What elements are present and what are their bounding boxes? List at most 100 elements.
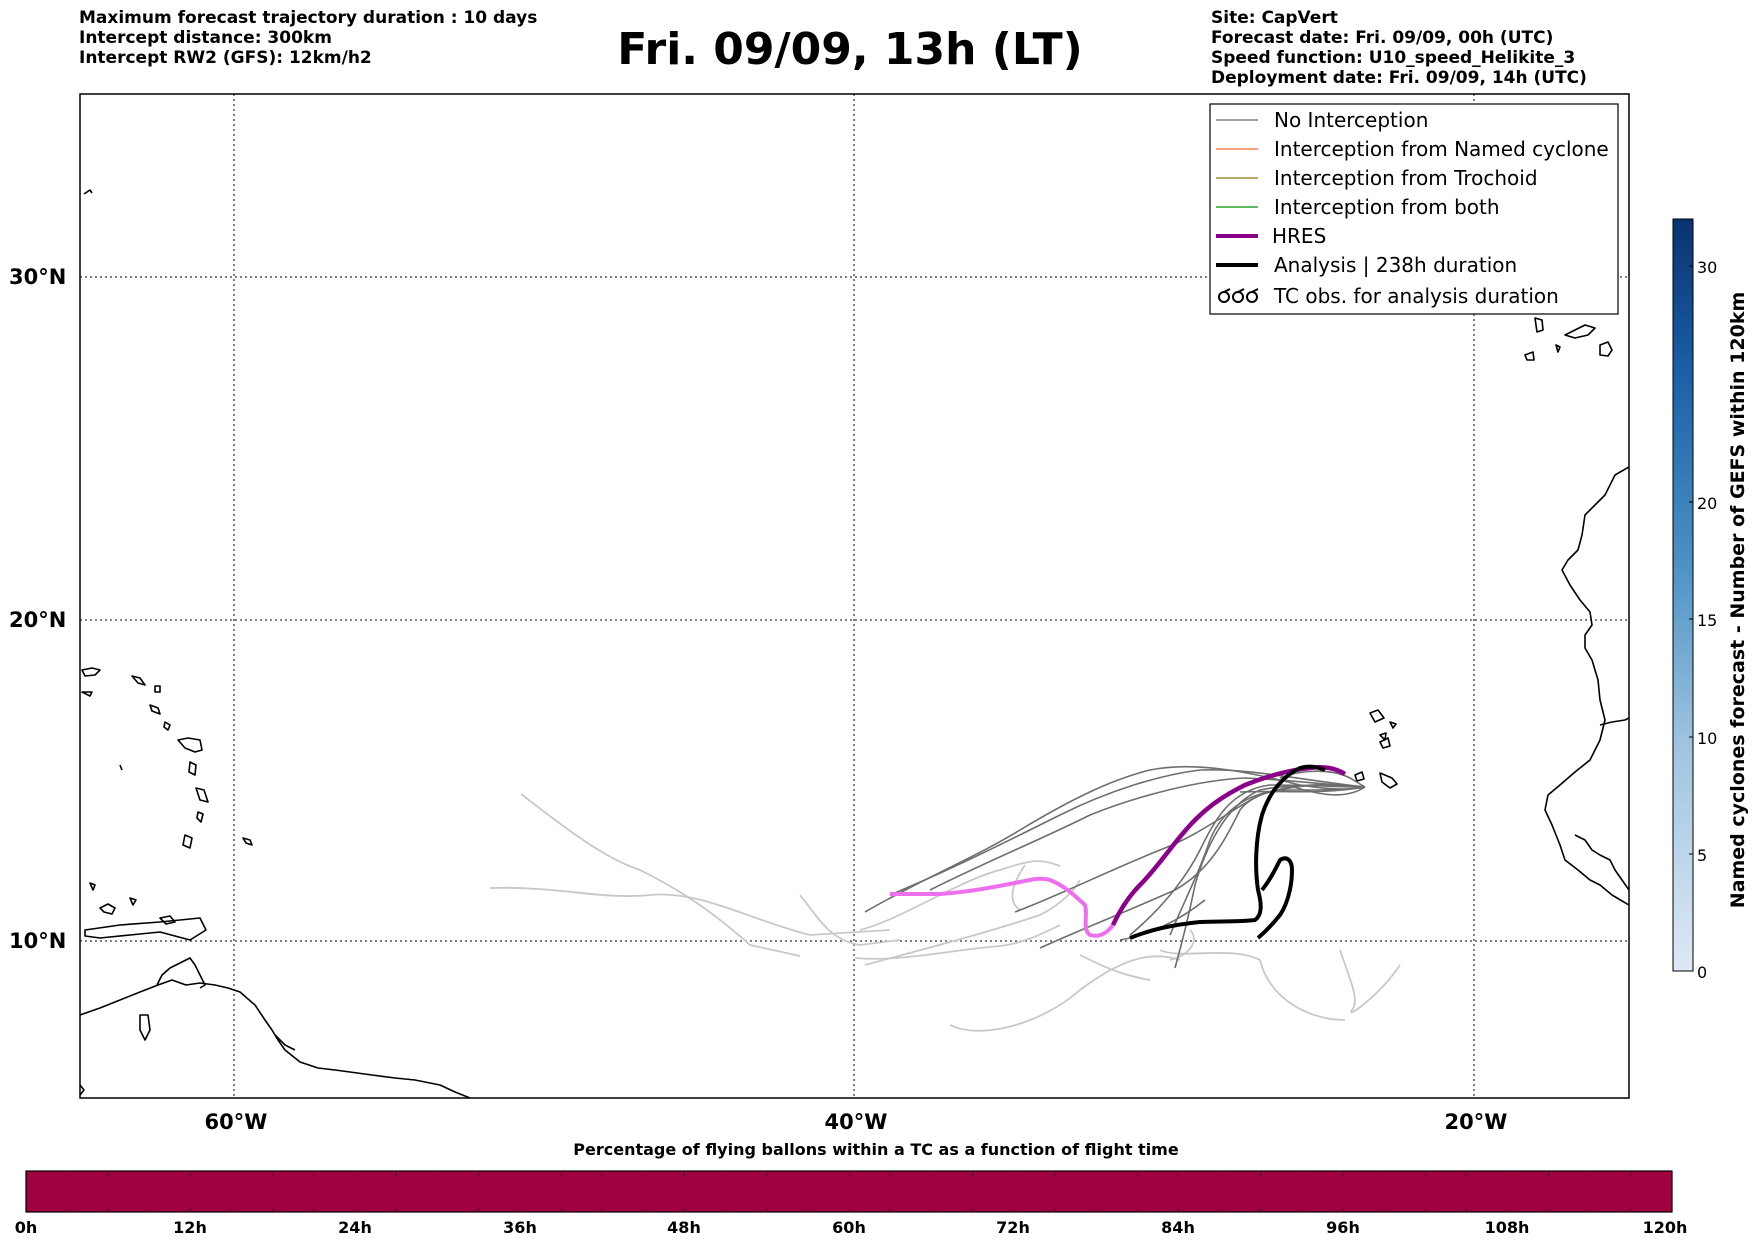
deployment-date-text: Deployment date: Fri. 09/09, 14h (UTC) xyxy=(1211,68,1587,88)
trajectory-light xyxy=(1011,864,1026,911)
lat-label: 30°N xyxy=(9,265,66,289)
colorbar-label: Named cyclones forecast - Number of GEFS… xyxy=(1727,292,1749,909)
island-martinique xyxy=(195,787,209,803)
coastline-south-america xyxy=(80,979,471,1098)
trajectory-no-interception xyxy=(1289,785,1366,796)
island-cape-verde xyxy=(1379,737,1391,749)
flight-time-tick: 24h xyxy=(338,1218,372,1237)
flight-time-tick: 60h xyxy=(832,1218,866,1237)
island-canary xyxy=(1555,344,1561,353)
island-venezuela-coast xyxy=(84,917,207,941)
island xyxy=(81,691,93,697)
island-cape-verde xyxy=(1389,721,1397,729)
trajectory-light xyxy=(1339,949,1401,1013)
flight-time-tick: 12h xyxy=(173,1218,207,1237)
legend-label-trochoid: Interception from Trochoid xyxy=(1274,166,1538,190)
named-cyclones-colorbar: 0 5 10 15 20 30 Named cyclones forecast … xyxy=(1672,218,1749,982)
legend-label-both: Interception from both xyxy=(1274,195,1500,219)
intercept-rw2-text: Intercept RW2 (GFS): 12km/h2 xyxy=(79,48,372,68)
island-cape-verde xyxy=(1369,709,1385,723)
lon-label: 40°W xyxy=(825,1110,888,1134)
flight-time-tick: 0h xyxy=(14,1218,38,1237)
island xyxy=(177,737,203,753)
colorbar-tick-labels: 0 5 10 15 20 30 xyxy=(1697,258,1717,982)
flight-time-tick: 96h xyxy=(1326,1218,1360,1237)
island-canary xyxy=(1564,324,1596,339)
legend-label-named-cyclone: Interception from Named cyclone xyxy=(1274,137,1609,161)
legend-label-no-interception: No Interception xyxy=(1274,108,1428,132)
trajectory-light xyxy=(799,894,901,946)
colorbar-tick-label: 30 xyxy=(1697,258,1717,277)
trajectory-light xyxy=(520,793,801,957)
trajectory-light xyxy=(854,924,1061,960)
island-guadeloupe xyxy=(188,761,197,776)
island xyxy=(149,704,161,715)
flight-time-tick: 84h xyxy=(1161,1218,1195,1237)
legend-label-analysis: Analysis | 238h duration xyxy=(1274,253,1517,277)
island-cape-verde xyxy=(1354,771,1365,782)
island-cape-verde xyxy=(1379,772,1398,789)
coastline-fragment xyxy=(1574,834,1629,891)
island xyxy=(182,834,193,849)
page-title: Fri. 09/09, 13h (LT) xyxy=(617,24,1083,75)
header-info-right: Site: CapVert Forecast date: Fri. 09/09,… xyxy=(1211,8,1587,88)
flight-time-colorbar xyxy=(25,1170,1673,1213)
trajectory-no-interception xyxy=(929,777,1366,891)
trajectory-light xyxy=(1169,929,1195,961)
analysis-trajectory-loop xyxy=(1256,856,1295,940)
trajectory-light xyxy=(489,886,891,936)
island-barbados xyxy=(242,837,253,846)
colorbar-tick-label: 10 xyxy=(1697,729,1717,748)
island xyxy=(131,675,146,686)
island xyxy=(129,897,137,906)
coastline-fragment xyxy=(139,1014,151,1041)
lat-label: 10°N xyxy=(9,929,66,953)
coastline-fragment xyxy=(274,1034,296,1051)
tc-obs-icon xyxy=(1218,288,1259,303)
flight-time-tick: 72h xyxy=(996,1218,1030,1237)
colorbar-tick-label: 20 xyxy=(1697,494,1717,513)
colorbar-gradient xyxy=(1672,218,1694,972)
intercept-distance-text: Intercept distance: 300km xyxy=(79,28,332,48)
trajectory-no-interception xyxy=(1239,786,1366,793)
colorbar-tick-label: 0 xyxy=(1697,963,1707,982)
coastline-africa xyxy=(1544,466,1629,906)
flight-time-tick: 108h xyxy=(1484,1218,1530,1237)
legend-label-tc-obs: TC obs. for analysis duration xyxy=(1273,284,1559,308)
island xyxy=(89,882,96,891)
island-canary xyxy=(1599,341,1613,357)
island-cape-verde xyxy=(1379,732,1387,741)
speed-function-text: Speed function: U10_speed_Helikite_3 xyxy=(1211,48,1576,68)
flight-time-tick: 36h xyxy=(503,1218,537,1237)
trajectory-no-interception xyxy=(1174,784,1366,969)
coastline-fragment xyxy=(80,1084,85,1096)
colorbar-tick-label: 15 xyxy=(1697,611,1717,630)
trajectory-light xyxy=(1079,954,1151,981)
colorbar-ticks xyxy=(1689,265,1693,972)
island-bermuda xyxy=(83,189,93,195)
island xyxy=(163,721,171,731)
flight-time-tick: 120h xyxy=(1642,1218,1688,1237)
trajectory-light xyxy=(864,879,1081,966)
bottom-colorbar-title: Percentage of flying ballons within a TC… xyxy=(573,1140,1179,1159)
island xyxy=(81,667,101,677)
forecast-date-text: Forecast date: Fri. 09/09, 00h (UTC) xyxy=(1211,28,1554,48)
site-text: Site: CapVert xyxy=(1211,8,1338,28)
island-canary xyxy=(1534,317,1544,333)
hres-trajectory-early xyxy=(890,876,1115,938)
island-canary xyxy=(1524,351,1535,361)
legend-label-hres: HRES xyxy=(1272,224,1326,248)
island xyxy=(99,903,116,915)
lat-label: 20°N xyxy=(9,608,66,632)
analysis-trajectory xyxy=(1129,764,1326,940)
legend: No Interception Interception from Named … xyxy=(1209,103,1619,315)
lon-label: 60°W xyxy=(205,1110,268,1134)
legend-frame xyxy=(1209,103,1619,315)
colorbar-minor-ticks xyxy=(66,1171,1632,1212)
island xyxy=(154,685,161,693)
lon-label: 20°W xyxy=(1445,1110,1508,1134)
header-info-left: Maximum forecast trajectory duration : 1… xyxy=(79,8,537,68)
max-duration-text: Maximum forecast trajectory duration : 1… xyxy=(79,8,538,28)
trajectory-no-interception xyxy=(1169,786,1366,936)
